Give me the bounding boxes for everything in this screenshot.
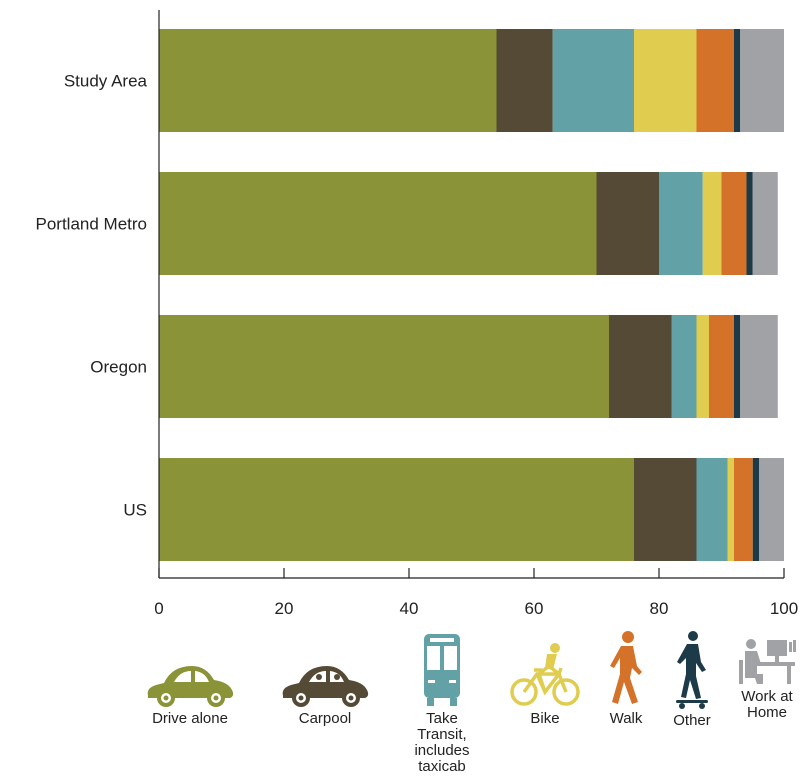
carpool-car-icon [275,658,375,708]
bar-segment-bike [702,172,722,275]
bar-segment-transit [696,458,728,561]
bar-segment-transit [552,29,634,132]
bar-segment-bike [634,29,697,132]
bar-segment-work-at-home [752,172,778,275]
legend-item-bike: Bike [500,640,590,727]
bar-segment-drive-alone [159,458,634,561]
bar-segment-walk [721,172,747,275]
bar-segment-transit [659,172,703,275]
x-tick-label: 100 [770,599,798,618]
category-label: Study Area [64,72,148,91]
legend-label: Carpool [298,710,352,727]
bar-segment-drive-alone [159,29,497,132]
category-labels: Study Area Portland Metro Oregon US [36,72,148,520]
bar-segment-other [752,458,759,561]
desk-worker-icon [732,634,802,686]
category-label: Portland Metro [36,215,148,234]
bar-segment-carpool [609,315,672,418]
bar-segment-drive-alone [159,315,609,418]
x-tick-label: 80 [650,599,669,618]
bar-segment-walk [696,29,734,132]
bar-segment-other [746,172,753,275]
legend-label: Walk [609,710,643,727]
bars-group [159,29,784,561]
category-label: Oregon [90,358,147,377]
legend-label: Other [673,712,711,729]
x-tick-label: 0 [154,599,163,618]
legend-item-other: Other [662,630,722,729]
stacked-bar-chart: Study Area Portland Metro Oregon US 0 20 40 60… [36,10,798,618]
bar-segment-walk [734,458,753,561]
x-tick-label: 20 [275,599,294,618]
bar-segment-other [734,315,741,418]
bar-segment-carpool [596,172,659,275]
legend-label: Drive alone [152,710,228,727]
skateboarder-icon [662,630,722,710]
legend-item-carpool: Carpool [275,658,375,727]
bar-segment-other [734,29,741,132]
walking-person-icon [596,630,656,708]
bar-segment-drive-alone [159,172,597,275]
legend: Drive alone Carpool [0,628,802,784]
bar-segment-carpool [496,29,553,132]
category-label: US [123,501,147,520]
bar-segment-work-at-home [740,315,778,418]
bar-segment-bike [727,458,734,561]
bar-segment-transit [671,315,697,418]
x-axis-ticks: 0 20 40 60 80 100 [154,568,798,618]
legend-label: Work at Home [741,688,793,721]
legend-item-transit: Take Transit, includes taxicab [402,632,482,775]
bar-segment-work-at-home [759,458,784,561]
bar-segment-walk [709,315,734,418]
x-tick-label: 40 [400,599,419,618]
legend-item-work-at-home: Work at Home [732,634,802,721]
car-icon [140,658,240,708]
legend-item-walk: Walk [596,630,656,727]
bicycle-icon [500,640,590,708]
bar-segment-work-at-home [740,29,784,132]
bar-segment-carpool [634,458,697,561]
legend-label: Take Transit, includes taxicab [414,710,470,775]
bus-icon [402,632,482,708]
legend-item-drive-alone: Drive alone [140,658,240,727]
x-tick-label: 60 [525,599,544,618]
bar-segment-bike [696,315,709,418]
legend-label: Bike [530,710,560,727]
